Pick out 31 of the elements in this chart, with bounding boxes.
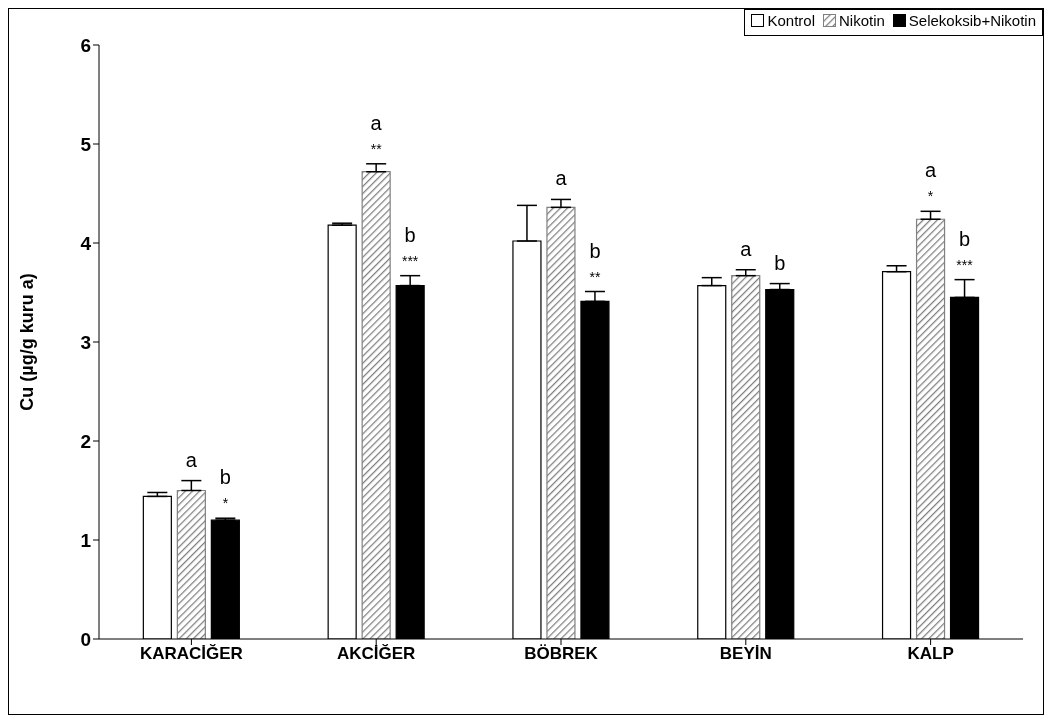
bar	[361, 171, 391, 639]
data-label: b **	[589, 239, 601, 285]
data-label: b ***	[401, 223, 419, 269]
y-tick-label: 2	[80, 430, 91, 452]
data-label: a **	[370, 111, 383, 157]
data-label: a	[555, 167, 568, 190]
data-label: a *	[924, 159, 937, 205]
data-label: a	[740, 237, 753, 260]
data-label: b *	[219, 466, 231, 512]
x-tick-label: BÖBREK	[524, 644, 599, 664]
bar	[176, 489, 206, 639]
legend-label: Kontrol	[767, 12, 815, 29]
y-tick-label: 5	[80, 133, 92, 155]
data-label: b ***	[956, 227, 974, 273]
bar	[546, 206, 576, 639]
bar	[731, 275, 761, 639]
y-tick-label: 0	[80, 628, 91, 650]
x-tick-label: BEYİN	[719, 644, 772, 664]
x-tick-label: KALP	[907, 644, 954, 664]
x-tick-label: AKCİĞER	[337, 644, 416, 664]
y-tick-label: 1	[80, 529, 92, 551]
legend-label: Selekoksib+Nikotin	[908, 12, 1036, 29]
y-tick-label: 6	[80, 34, 91, 56]
y-tick-label: 4	[80, 232, 92, 254]
x-tick-label: KARACİĞER	[139, 644, 243, 664]
y-axis-title: Cu (µg/g kuru a)	[17, 273, 38, 411]
legend-label: Nikotin	[838, 12, 885, 29]
data-label: a	[185, 448, 198, 471]
data-label: b	[774, 251, 786, 274]
bar	[915, 218, 946, 639]
y-tick-label: 3	[80, 331, 91, 353]
